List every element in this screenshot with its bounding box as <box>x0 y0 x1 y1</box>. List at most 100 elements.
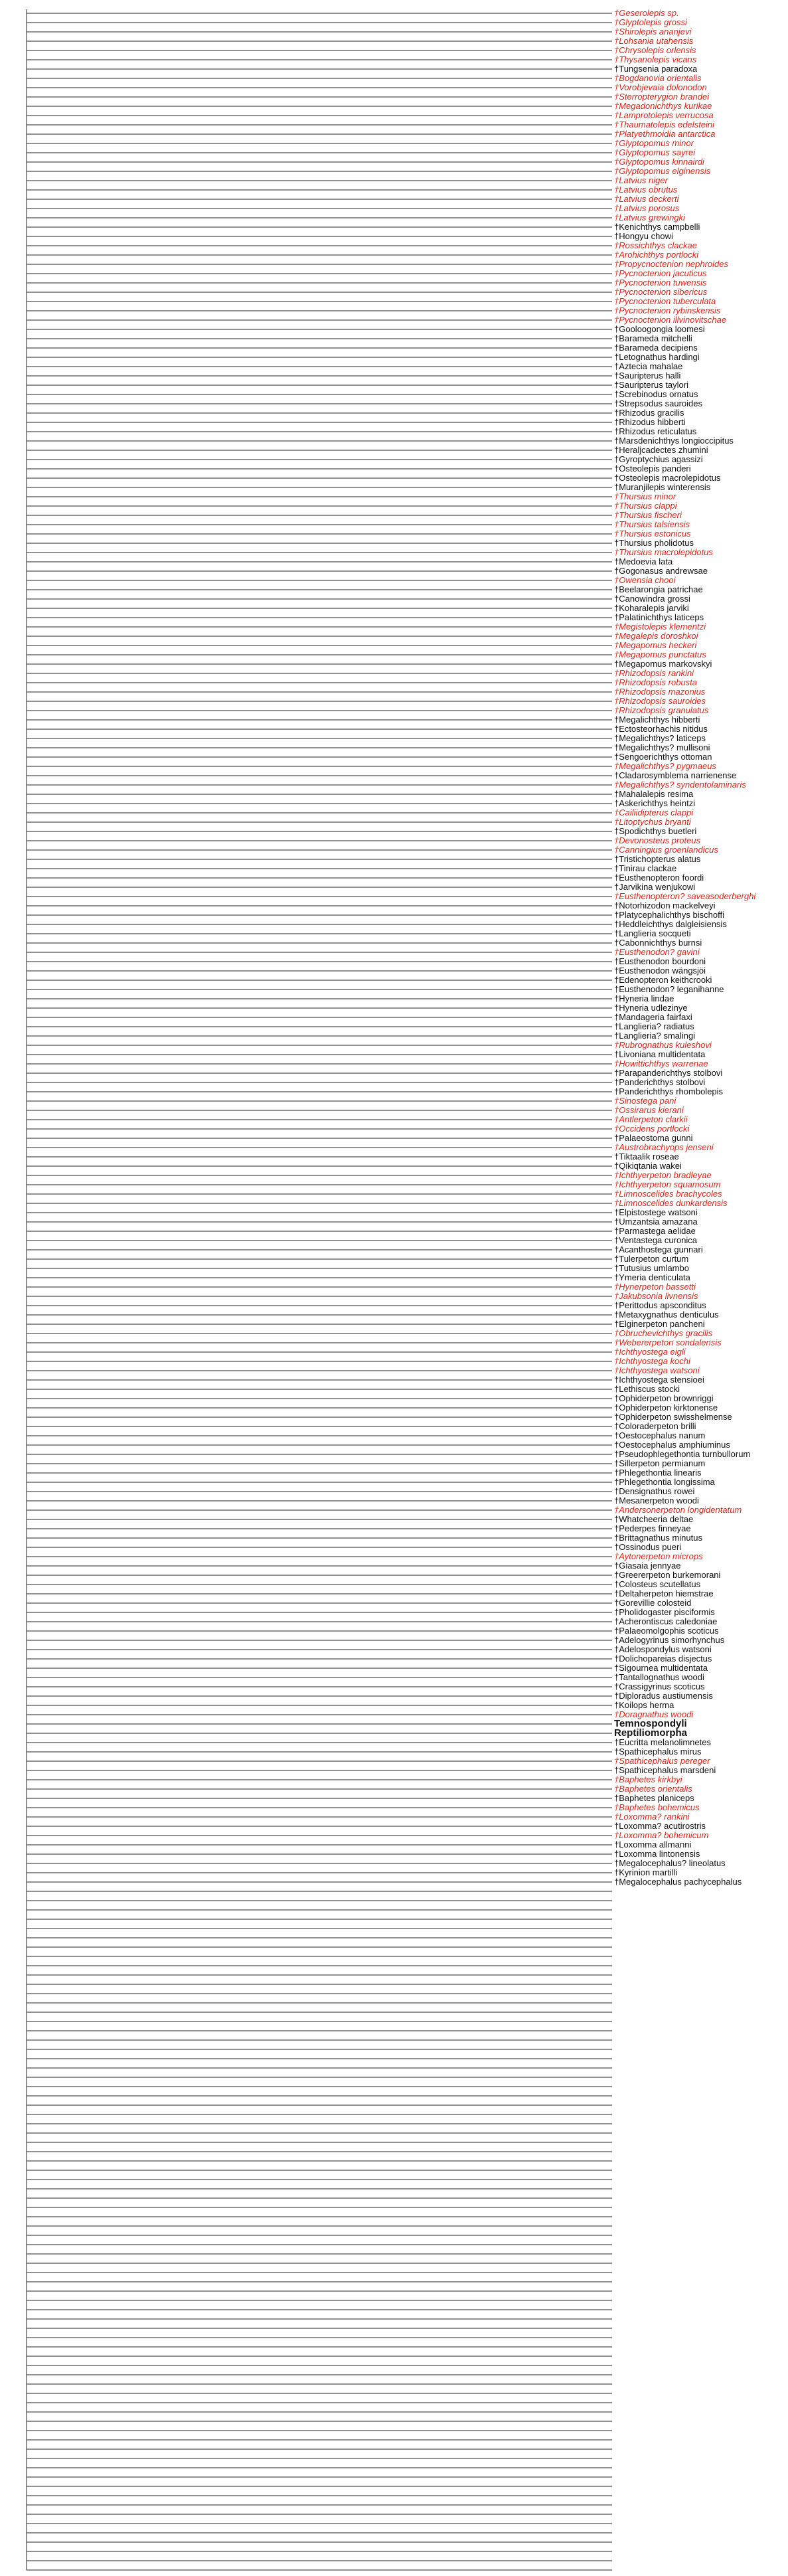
svg-text:†Langlieria? smalingi: †Langlieria? smalingi <box>614 1031 695 1041</box>
svg-text:†Adelogyrinus simorhynchus: †Adelogyrinus simorhynchus <box>614 1635 725 1645</box>
svg-text:†Howittichthys warrenae: †Howittichthys warrenae <box>614 1059 708 1069</box>
svg-text:†Tiktaalik roseae: †Tiktaalik roseae <box>614 1152 679 1161</box>
svg-text:†Livoniana multidentata: †Livoniana multidentata <box>614 1049 706 1059</box>
svg-text:†Litoptychus bryanti: †Litoptychus bryanti <box>614 817 692 827</box>
svg-text:†Hyneria udlezinye: †Hyneria udlezinye <box>614 1003 688 1013</box>
svg-text:†Latvius niger: †Latvius niger <box>614 175 669 185</box>
svg-text:†Megadonichthys kurikae: †Megadonichthys kurikae <box>614 101 712 111</box>
svg-text:†Megalichthys? laticeps: †Megalichthys? laticeps <box>614 733 706 743</box>
svg-text:†Perittodus apsconditus: †Perittodus apsconditus <box>614 1300 706 1310</box>
svg-text:†Ichthyostega eigli: †Ichthyostega eigli <box>614 1347 686 1357</box>
svg-text:†Palaeostoma gunni: †Palaeostoma gunni <box>614 1133 693 1143</box>
svg-text:†Platyethmoidia antarctica: †Platyethmoidia antarctica <box>614 129 715 139</box>
svg-text:†Hyneria lindae: †Hyneria lindae <box>614 993 674 1003</box>
svg-text:†Geserolepis sp.: †Geserolepis sp. <box>614 8 679 18</box>
svg-text:†Barameda mitchelli: †Barameda mitchelli <box>614 333 692 343</box>
svg-text:†Acherontiscus caledoniae: †Acherontiscus caledoniae <box>614 1616 717 1626</box>
svg-text:†Tristichopterus alatus: †Tristichopterus alatus <box>614 854 701 864</box>
svg-text:†Muranjilepis winterensis: †Muranjilepis winterensis <box>614 482 711 492</box>
svg-text:†Ichthyerpeton squamosum: †Ichthyerpeton squamosum <box>614 1179 721 1189</box>
svg-text:†Umzantsia amazana: †Umzantsia amazana <box>614 1217 698 1227</box>
svg-text:†Arohichthys portlocki: †Arohichthys portlocki <box>614 250 699 260</box>
svg-text:†Beelarongia patrichae: †Beelarongia patrichae <box>614 584 703 594</box>
svg-text:†Limnoscelides dunkardensis: †Limnoscelides dunkardensis <box>614 1198 728 1208</box>
svg-text:†Eusthenodon? leganihanne: †Eusthenodon? leganihanne <box>614 984 724 994</box>
svg-text:†Pycnoctenion rybinskensis: †Pycnoctenion rybinskensis <box>614 305 721 315</box>
svg-text:†Sillerpeton permianum: †Sillerpeton permianum <box>614 1458 705 1468</box>
svg-text:†Palaeomolgophis scoticus: †Palaeomolgophis scoticus <box>614 1626 719 1636</box>
svg-text:†Heraljcadectes zhumini: †Heraljcadectes zhumini <box>614 445 708 455</box>
svg-text:†Megalichthys? syndentolaminar: †Megalichthys? syndentolaminaris <box>614 780 746 790</box>
svg-text:†Ophiderpeton brownriggi: †Ophiderpeton brownriggi <box>614 1393 714 1403</box>
svg-text:†Antlerpeton clarkii: †Antlerpeton clarkii <box>614 1114 688 1124</box>
svg-text:†Kenichthys campbelli: †Kenichthys campbelli <box>614 222 700 232</box>
svg-text:†Megalepis doroshkoi: †Megalepis doroshkoi <box>614 631 699 641</box>
svg-text:†Bogdanovia orientalis: †Bogdanovia orientalis <box>614 73 702 83</box>
svg-text:†Lamprotolepis verrucosa: †Lamprotolepis verrucosa <box>614 110 714 120</box>
svg-text:†Densignathus rowei: †Densignathus rowei <box>614 1486 695 1496</box>
svg-text:†Pycnoctenion sibericus: †Pycnoctenion sibericus <box>614 287 708 297</box>
svg-text:†Latvius porosus: †Latvius porosus <box>614 203 680 213</box>
svg-text:†Whatcheeria deltae: †Whatcheeria deltae <box>614 1514 693 1524</box>
svg-text:†Spodichthys buetleri: †Spodichthys buetleri <box>614 826 696 836</box>
svg-text:†Thursius minor: †Thursius minor <box>614 491 676 501</box>
svg-text:†Oestocephalus amphiuminus: †Oestocephalus amphiuminus <box>614 1440 730 1450</box>
svg-text:†Ymeria denticulata: †Ymeria denticulata <box>614 1272 691 1282</box>
svg-text:†Gyroptychius agassizi: †Gyroptychius agassizi <box>614 454 703 464</box>
svg-text:†Baphetes kirkbyi: †Baphetes kirkbyi <box>614 1774 683 1784</box>
svg-text:†Pholidogaster pisciformis: †Pholidogaster pisciformis <box>614 1607 715 1617</box>
svg-text:†Brittagnathus minutus: †Brittagnathus minutus <box>614 1533 702 1543</box>
svg-text:†Eusthenopteron foordi: †Eusthenopteron foordi <box>614 873 704 883</box>
svg-text:†Gorevillie colosteid: †Gorevillie colosteid <box>614 1598 691 1608</box>
svg-text:†Kyrinion martilli: †Kyrinion martilli <box>614 1867 677 1877</box>
svg-text:†Ventastega curonica: †Ventastega curonica <box>614 1235 698 1245</box>
svg-text:†Medoevia lata: †Medoevia lata <box>614 557 673 566</box>
svg-text:†Gooloogongia loomesi: †Gooloogongia loomesi <box>614 324 705 334</box>
svg-text:†Palatinichthys laticeps: †Palatinichthys laticeps <box>614 612 704 622</box>
svg-text:†Spathicephalus marsdeni: †Spathicephalus marsdeni <box>614 1765 716 1775</box>
svg-text:†Elginerpeton pancheni: †Elginerpeton pancheni <box>614 1319 705 1329</box>
svg-text:†Mahalalepis resima: †Mahalalepis resima <box>614 789 694 799</box>
svg-text:†Parmastega aelidae: †Parmastega aelidae <box>614 1226 696 1236</box>
svg-text:†Thursius pholidotus: †Thursius pholidotus <box>614 538 694 548</box>
svg-text:†Pycnoctenion tuwensis: †Pycnoctenion tuwensis <box>614 278 707 288</box>
svg-text:†Doragnathus woodi: †Doragnathus woodi <box>614 1709 694 1719</box>
svg-text:†Cailiidipterus clappi: †Cailiidipterus clappi <box>614 808 694 817</box>
svg-text:†Loxomma? rankini: †Loxomma? rankini <box>614 1812 690 1822</box>
svg-text:†Rhizodopsis robusta: †Rhizodopsis robusta <box>614 677 697 687</box>
svg-text:†Platycephalichthys bischoffi: †Platycephalichthys bischoffi <box>614 910 724 920</box>
svg-text:†Megalocephalus pachycephalus: †Megalocephalus pachycephalus <box>614 1877 742 1887</box>
svg-text:†Vorobjevaia dolonodon: †Vorobjevaia dolonodon <box>614 82 707 92</box>
svg-text:†Gogonasus andrewsae: †Gogonasus andrewsae <box>614 566 708 576</box>
svg-text:†Qikiqtania wakei: †Qikiqtania wakei <box>614 1161 682 1171</box>
svg-text:†Notorhizodon mackelveyi: †Notorhizodon mackelveyi <box>614 901 716 910</box>
svg-text:†Sauripterus taylori: †Sauripterus taylori <box>614 380 688 390</box>
svg-text:†Loxomma? acutirostris: †Loxomma? acutirostris <box>614 1821 706 1831</box>
svg-text:†Strepsodus sauroides: †Strepsodus sauroides <box>614 398 702 408</box>
svg-text:†Pycnoctenion tuberculata: †Pycnoctenion tuberculata <box>614 296 716 306</box>
svg-text:†Austrobrachyops jenseni: †Austrobrachyops jenseni <box>614 1142 714 1152</box>
svg-text:†Canningius groenlandicus: †Canningius groenlandicus <box>614 845 718 855</box>
svg-text:†Koharalepis jarviki: †Koharalepis jarviki <box>614 603 689 613</box>
svg-text:†Canowindra grossi: †Canowindra grossi <box>614 594 690 604</box>
svg-text:†Propycnoctenion nephroides: †Propycnoctenion nephroides <box>614 259 729 269</box>
svg-text:†Pycnoctenion illvinovitschae: †Pycnoctenion illvinovitschae <box>614 315 726 325</box>
svg-text:†Ichthyostega kochi: †Ichthyostega kochi <box>614 1356 691 1366</box>
svg-text:†Thursius clappi: †Thursius clappi <box>614 501 678 511</box>
svg-text:†Sinostega pani: †Sinostega pani <box>614 1096 676 1106</box>
svg-text:†Jarvikina wenjukowi: †Jarvikina wenjukowi <box>614 882 695 892</box>
svg-text:†Colosteus scutellatus: †Colosteus scutellatus <box>614 1579 701 1589</box>
svg-text:†Diploradus austiumensis: †Diploradus austiumensis <box>614 1691 713 1701</box>
svg-text:†Tutusius umlambo: †Tutusius umlambo <box>614 1263 689 1273</box>
svg-text:†Giasaia jennyae: †Giasaia jennyae <box>614 1561 680 1571</box>
svg-text:†Sengoerichthys ottoman: †Sengoerichthys ottoman <box>614 752 712 762</box>
svg-text:†Thysanolepis vicans: †Thysanolepis vicans <box>614 54 697 64</box>
svg-text:†Latvius grewingki: †Latvius grewingki <box>614 213 686 222</box>
svg-text:†Glyptopomus minor: †Glyptopomus minor <box>614 138 694 148</box>
svg-text:†Glyptopomus kinnairdi: †Glyptopomus kinnairdi <box>614 157 705 167</box>
svg-text:†Eusthenodon wängsjöi: †Eusthenodon wängsjöi <box>614 966 706 976</box>
svg-text:†Megalichthys? mullisoni: †Megalichthys? mullisoni <box>614 742 710 752</box>
svg-text:†Glyptopomus sayrei: †Glyptopomus sayrei <box>614 147 696 157</box>
svg-text:†Tantallognathus woodi: †Tantallognathus woodi <box>614 1672 704 1682</box>
svg-text:†Heddleichthys dalgleisiensis: †Heddleichthys dalgleisiensis <box>614 919 727 929</box>
